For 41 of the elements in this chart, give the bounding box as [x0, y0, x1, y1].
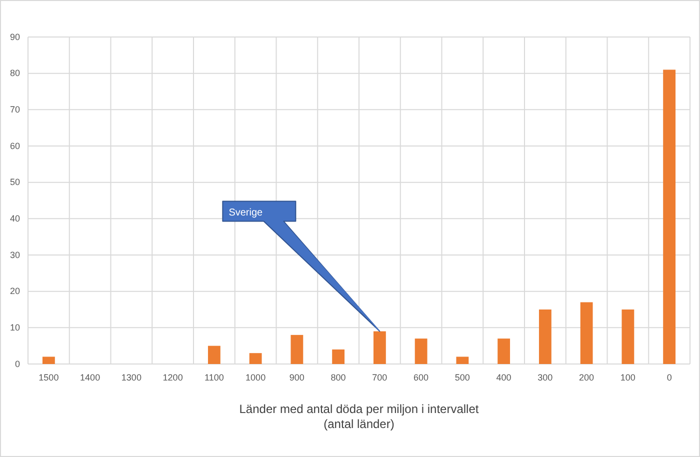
bar [414, 338, 428, 364]
x-tick-label: 700 [372, 372, 388, 382]
annotation: Sverige [228, 207, 264, 218]
x-tick-label: 800 [330, 372, 346, 382]
x-tick-label: 1300 [121, 372, 142, 382]
x-tick-label: 1100 [204, 372, 224, 382]
x-tick-label: 400 [496, 372, 512, 382]
y-tick-label: 0 [14, 358, 20, 369]
y-tick-label: 30 [10, 250, 20, 260]
x-tick-label: 1500 [38, 372, 59, 382]
x-axis-title: Länder med antal döda per miljon i intervallet (antal länder) [239, 402, 480, 431]
bar [249, 353, 262, 364]
x-tick-label: 0 [666, 372, 672, 382]
x-tick-label: 1000 [246, 372, 266, 382]
x-tick-label: 600 [414, 372, 429, 382]
x-tick-label: 900 [289, 372, 304, 382]
y-tick-label: 60 [10, 140, 20, 151]
bar [538, 310, 552, 364]
bar [663, 70, 676, 364]
bar [208, 346, 220, 364]
x-tick-label: 300 [538, 372, 553, 382]
y-tick-label: 10 [10, 322, 20, 333]
bar [498, 338, 510, 364]
bar [42, 356, 55, 364]
y-tick-label: 20 [10, 286, 20, 296]
y-tick-label: 90 [10, 32, 20, 42]
x-tick-label: 100 [620, 372, 636, 382]
bar [332, 349, 345, 364]
x-tick-label: 1200 [162, 372, 183, 382]
bar [622, 310, 634, 364]
y-tick-label: 50 [10, 177, 20, 188]
bar [290, 334, 304, 364]
y-tick-label: 40 [10, 214, 20, 224]
y-tick-label: 80 [10, 68, 20, 78]
bar [373, 331, 386, 364]
y-tick-label: 70 [10, 104, 20, 115]
x-tick-label: 500 [454, 372, 470, 382]
bar [580, 302, 593, 364]
x-tick-label: 200 [579, 372, 594, 382]
bar [456, 356, 469, 364]
x-tick-label: 1400 [80, 372, 100, 382]
